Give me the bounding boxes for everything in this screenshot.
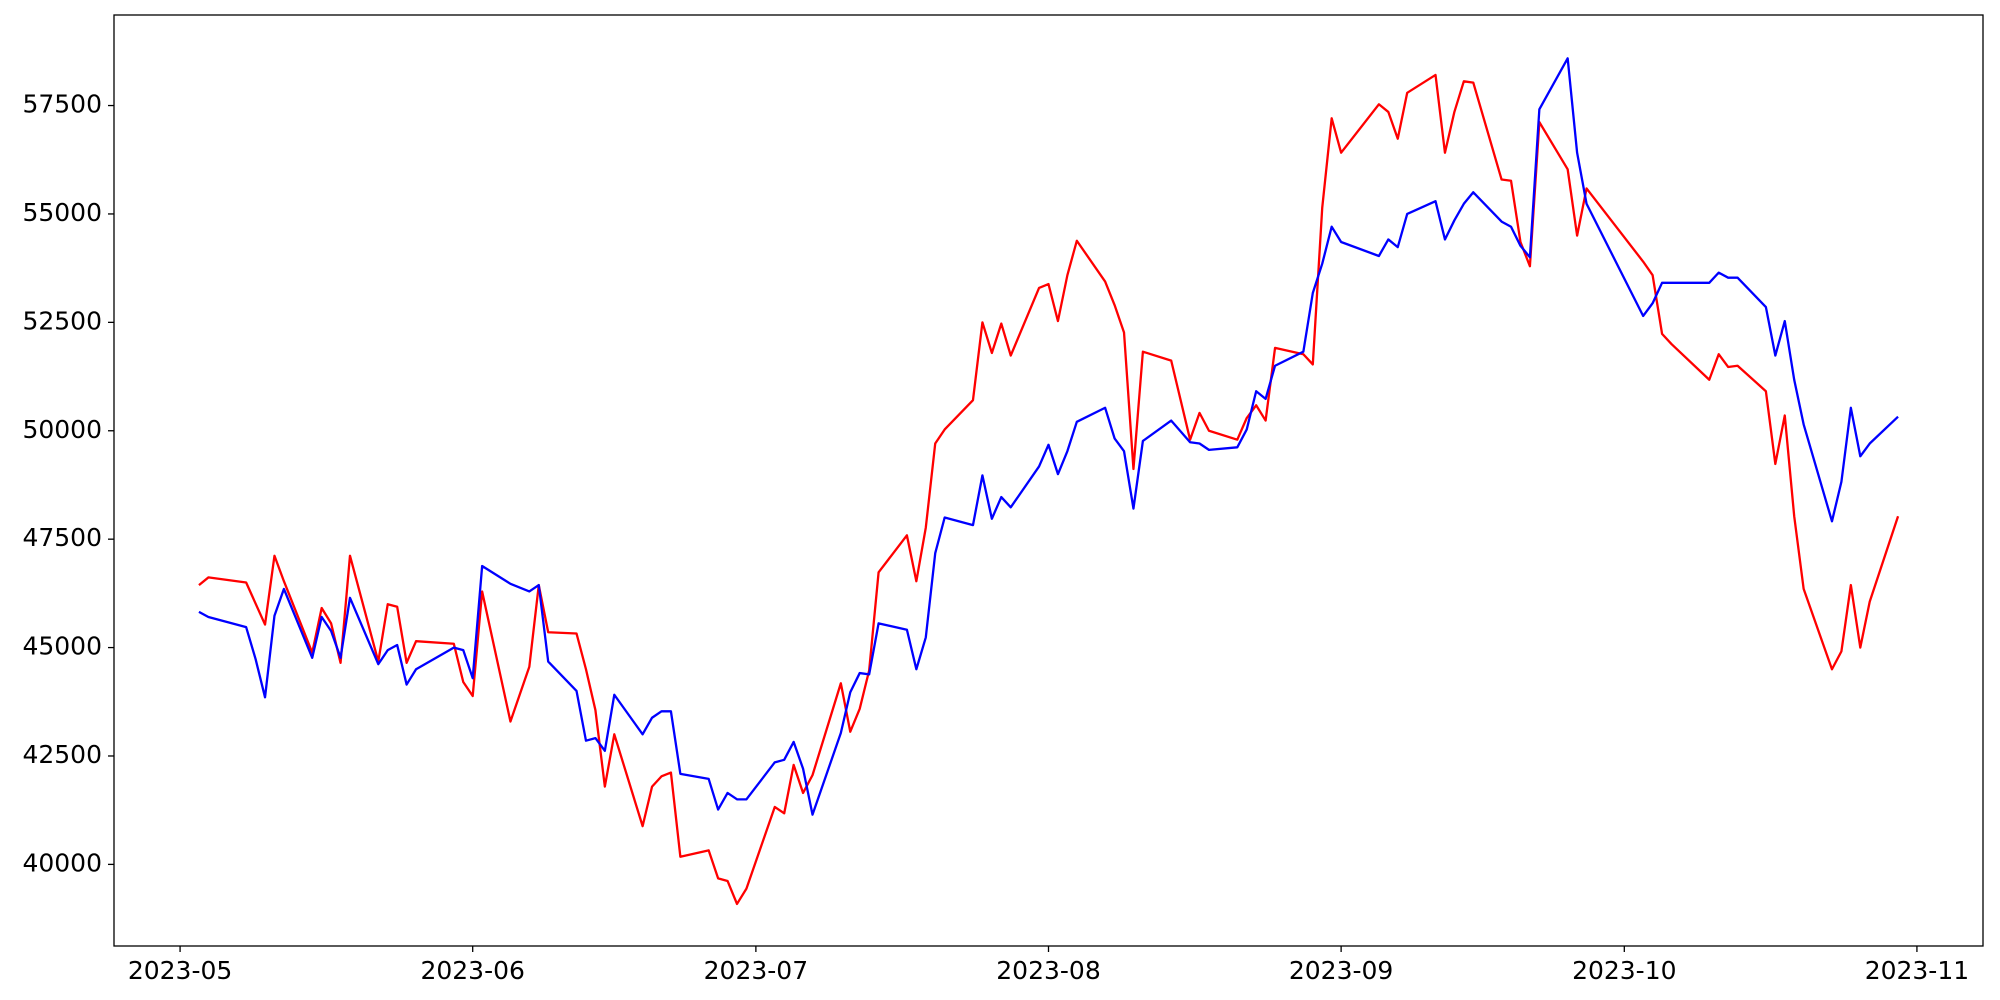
y-tick-label: 50000 bbox=[22, 415, 102, 444]
x-tick-label: 2023-05 bbox=[128, 956, 232, 985]
plot-frame bbox=[113, 14, 1984, 947]
y-tick-label: 42500 bbox=[22, 740, 102, 769]
y-tick-label: 45000 bbox=[22, 632, 102, 661]
x-tick-label: 2023-11 bbox=[1865, 956, 1969, 985]
x-tick-label: 2023-08 bbox=[996, 956, 1100, 985]
y-tick-label: 47500 bbox=[22, 523, 102, 552]
x-tick-label: 2023-10 bbox=[1572, 956, 1676, 985]
y-tick-label: 57500 bbox=[22, 90, 102, 119]
x-tick-label: 2023-06 bbox=[420, 956, 524, 985]
series-line bbox=[198, 57, 1899, 816]
x-tick-label: 2023-07 bbox=[704, 956, 808, 985]
x-tick-label: 2023-09 bbox=[1289, 956, 1393, 985]
y-tick-label: 55000 bbox=[22, 198, 102, 227]
y-tick-label: 52500 bbox=[22, 306, 102, 335]
series-line bbox=[198, 73, 1900, 906]
y-tick-label: 40000 bbox=[22, 848, 102, 877]
